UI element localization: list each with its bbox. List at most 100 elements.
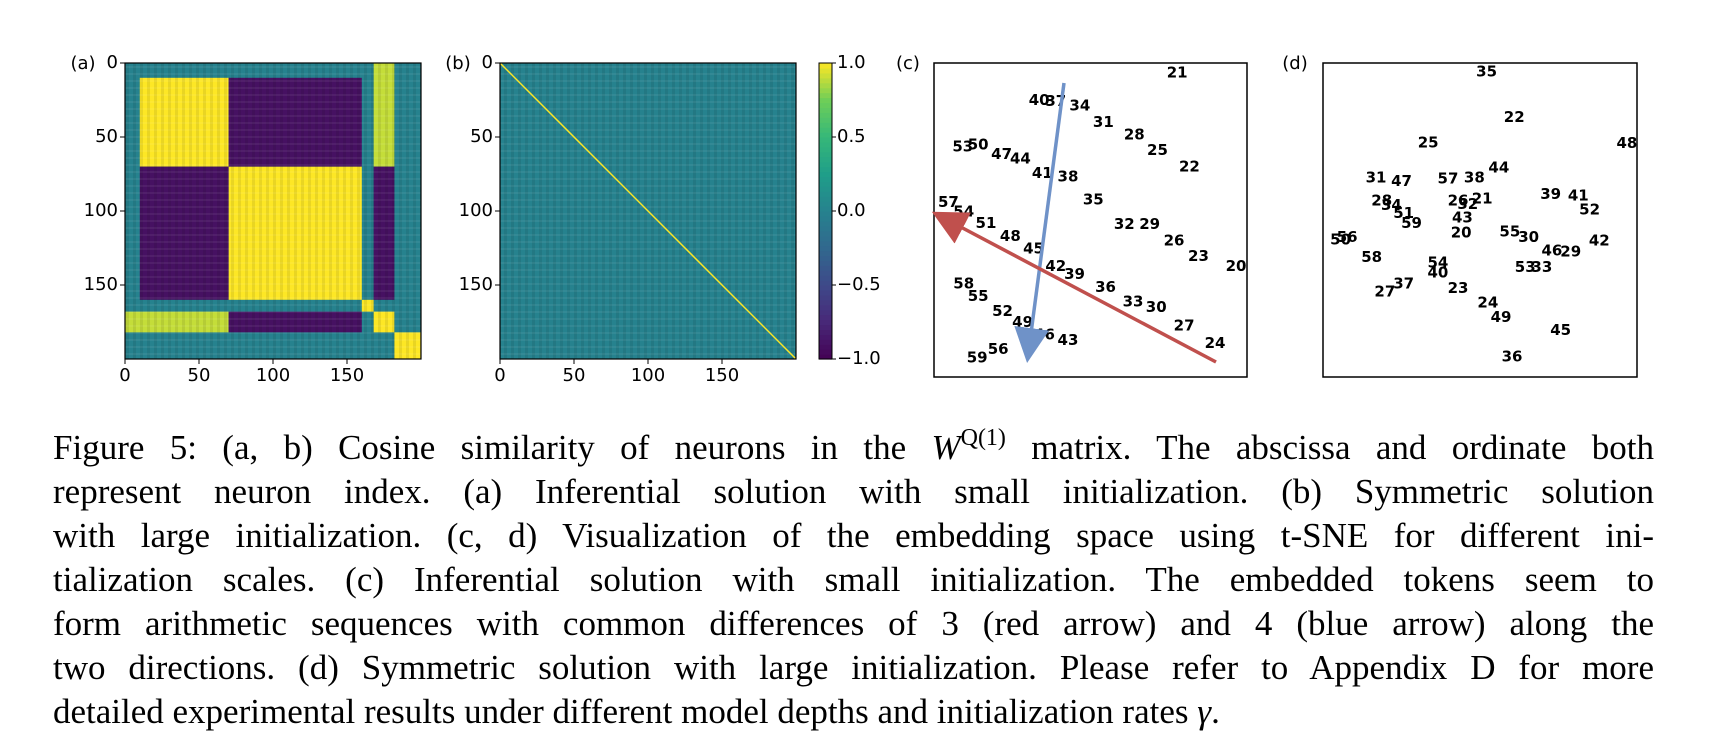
caption-text: matrix. The abscissa and ordinate both (1005, 428, 1655, 467)
colorbar-step (819, 137, 832, 143)
colorbar-step (819, 314, 832, 321)
token-label: 59 (1401, 214, 1422, 232)
token-label: 54 (1427, 254, 1448, 272)
colorbar-step (819, 151, 832, 158)
colorbar-step (819, 181, 832, 187)
frame (933, 62, 1248, 378)
x-tick-label: 0 (119, 365, 130, 386)
token-label: 52 (1579, 200, 1600, 218)
colorbar-step (819, 299, 832, 306)
colorbar-step (819, 270, 832, 276)
token-label: 25 (1418, 133, 1439, 151)
panel-label: (d) (1282, 53, 1307, 74)
colorbar-step (819, 171, 832, 178)
colorbar-step (819, 186, 832, 192)
colorbar-step (819, 132, 832, 138)
token-label: 58 (953, 275, 974, 293)
y-tick-label: 0 (107, 52, 118, 73)
colorbar-step (819, 294, 832, 301)
caption-line: detailed experimental results under diff… (53, 690, 1654, 734)
colorbar-step (819, 344, 832, 350)
colorbar-step (819, 255, 832, 261)
token-label: 36 (1502, 348, 1523, 366)
red-arrow (931, 211, 1217, 364)
token-label: 56 (1337, 228, 1358, 246)
token-label: 46 (1034, 325, 1055, 343)
token-label: 41 (1032, 164, 1053, 182)
colorbar-step (819, 260, 832, 266)
y-tick-label: 150 (84, 274, 118, 295)
token-label: 40 (1029, 91, 1050, 109)
colorbar-step (819, 92, 832, 99)
panel-label: (b) (445, 53, 470, 74)
colorbar-step (819, 225, 832, 232)
token-label: 39 (1064, 265, 1085, 283)
colorbar-tick-label: 0.5 (837, 126, 866, 147)
panel-label: (a) (70, 53, 95, 74)
token-label: 38 (1464, 168, 1485, 186)
token-label: 58 (1361, 248, 1382, 266)
colorbar-step (819, 127, 832, 133)
colorbar-step (819, 82, 832, 89)
colorbar-step (819, 97, 832, 104)
token-label: 20 (1226, 257, 1247, 275)
token-label: 42 (1589, 232, 1610, 250)
colorbar-step (819, 176, 832, 182)
token-label: 21 (1167, 64, 1188, 82)
token-label: 28 (1371, 192, 1392, 210)
panel-label: (c) (896, 53, 920, 74)
caption-line: represent neuron index. (a) Inferential … (53, 472, 1654, 511)
token-label: 34 (1381, 196, 1402, 214)
token-label: 29 (1560, 243, 1581, 261)
token-label: 35 (1476, 62, 1497, 80)
colorbar-step (819, 240, 832, 247)
token-label: 32 (1114, 215, 1135, 233)
token-label: 23 (1448, 279, 1469, 297)
colorbar-step (819, 107, 832, 113)
x-tick-label: 100 (256, 365, 290, 386)
token-label: 52 (992, 302, 1013, 320)
token-label: 53 (952, 138, 973, 156)
caption-text: detailed experimental results under diff… (53, 692, 1198, 731)
token-label: 59 (967, 349, 988, 367)
token-label: 33 (1123, 292, 1144, 310)
colorbar-step (819, 220, 832, 227)
caption-line: two directions. (d) Symmetric solution w… (53, 648, 1654, 687)
token-label: 49 (1491, 308, 1512, 326)
token-label: 44 (1488, 159, 1509, 177)
token-label: 50 (1330, 230, 1351, 248)
math-sup: Q(1) (960, 425, 1006, 451)
token-label: 38 (1058, 167, 1079, 185)
token-label: 37 (1393, 275, 1414, 293)
token-label: 45 (1023, 239, 1044, 257)
colorbar-step (819, 63, 832, 69)
colorbar-step (819, 156, 832, 163)
x-tick-label: 0 (494, 365, 505, 386)
math: W (931, 428, 961, 467)
caption: Figure 5: (a, b) Cosine similarity of ne… (53, 426, 1654, 734)
token-label: 43 (1058, 331, 1079, 349)
token-label: 50 (968, 135, 989, 153)
token-label: 34 (1069, 97, 1090, 115)
token-label: 47 (991, 145, 1012, 163)
token-label: 26 (1448, 192, 1469, 210)
caption-text: . (1211, 692, 1220, 731)
y-tick-label: 150 (459, 274, 493, 295)
x-tick-label: 50 (563, 365, 586, 386)
y-tick-label: 0 (482, 52, 493, 73)
colorbar-step (819, 161, 832, 168)
token-label: 55 (968, 287, 989, 305)
colorbar-step (819, 87, 832, 94)
token-label: 30 (1518, 228, 1539, 246)
token-label: 27 (1374, 282, 1395, 300)
token-label: 32 (1457, 195, 1478, 213)
token-label: 26 (1164, 232, 1185, 250)
frame (1322, 62, 1638, 378)
token-label: 31 (1366, 168, 1387, 186)
colorbar-step (819, 329, 832, 335)
colorbar-step (819, 289, 832, 296)
colorbar-step (819, 319, 832, 326)
token-label: 51 (1393, 204, 1414, 222)
colorbar-step (819, 285, 832, 291)
